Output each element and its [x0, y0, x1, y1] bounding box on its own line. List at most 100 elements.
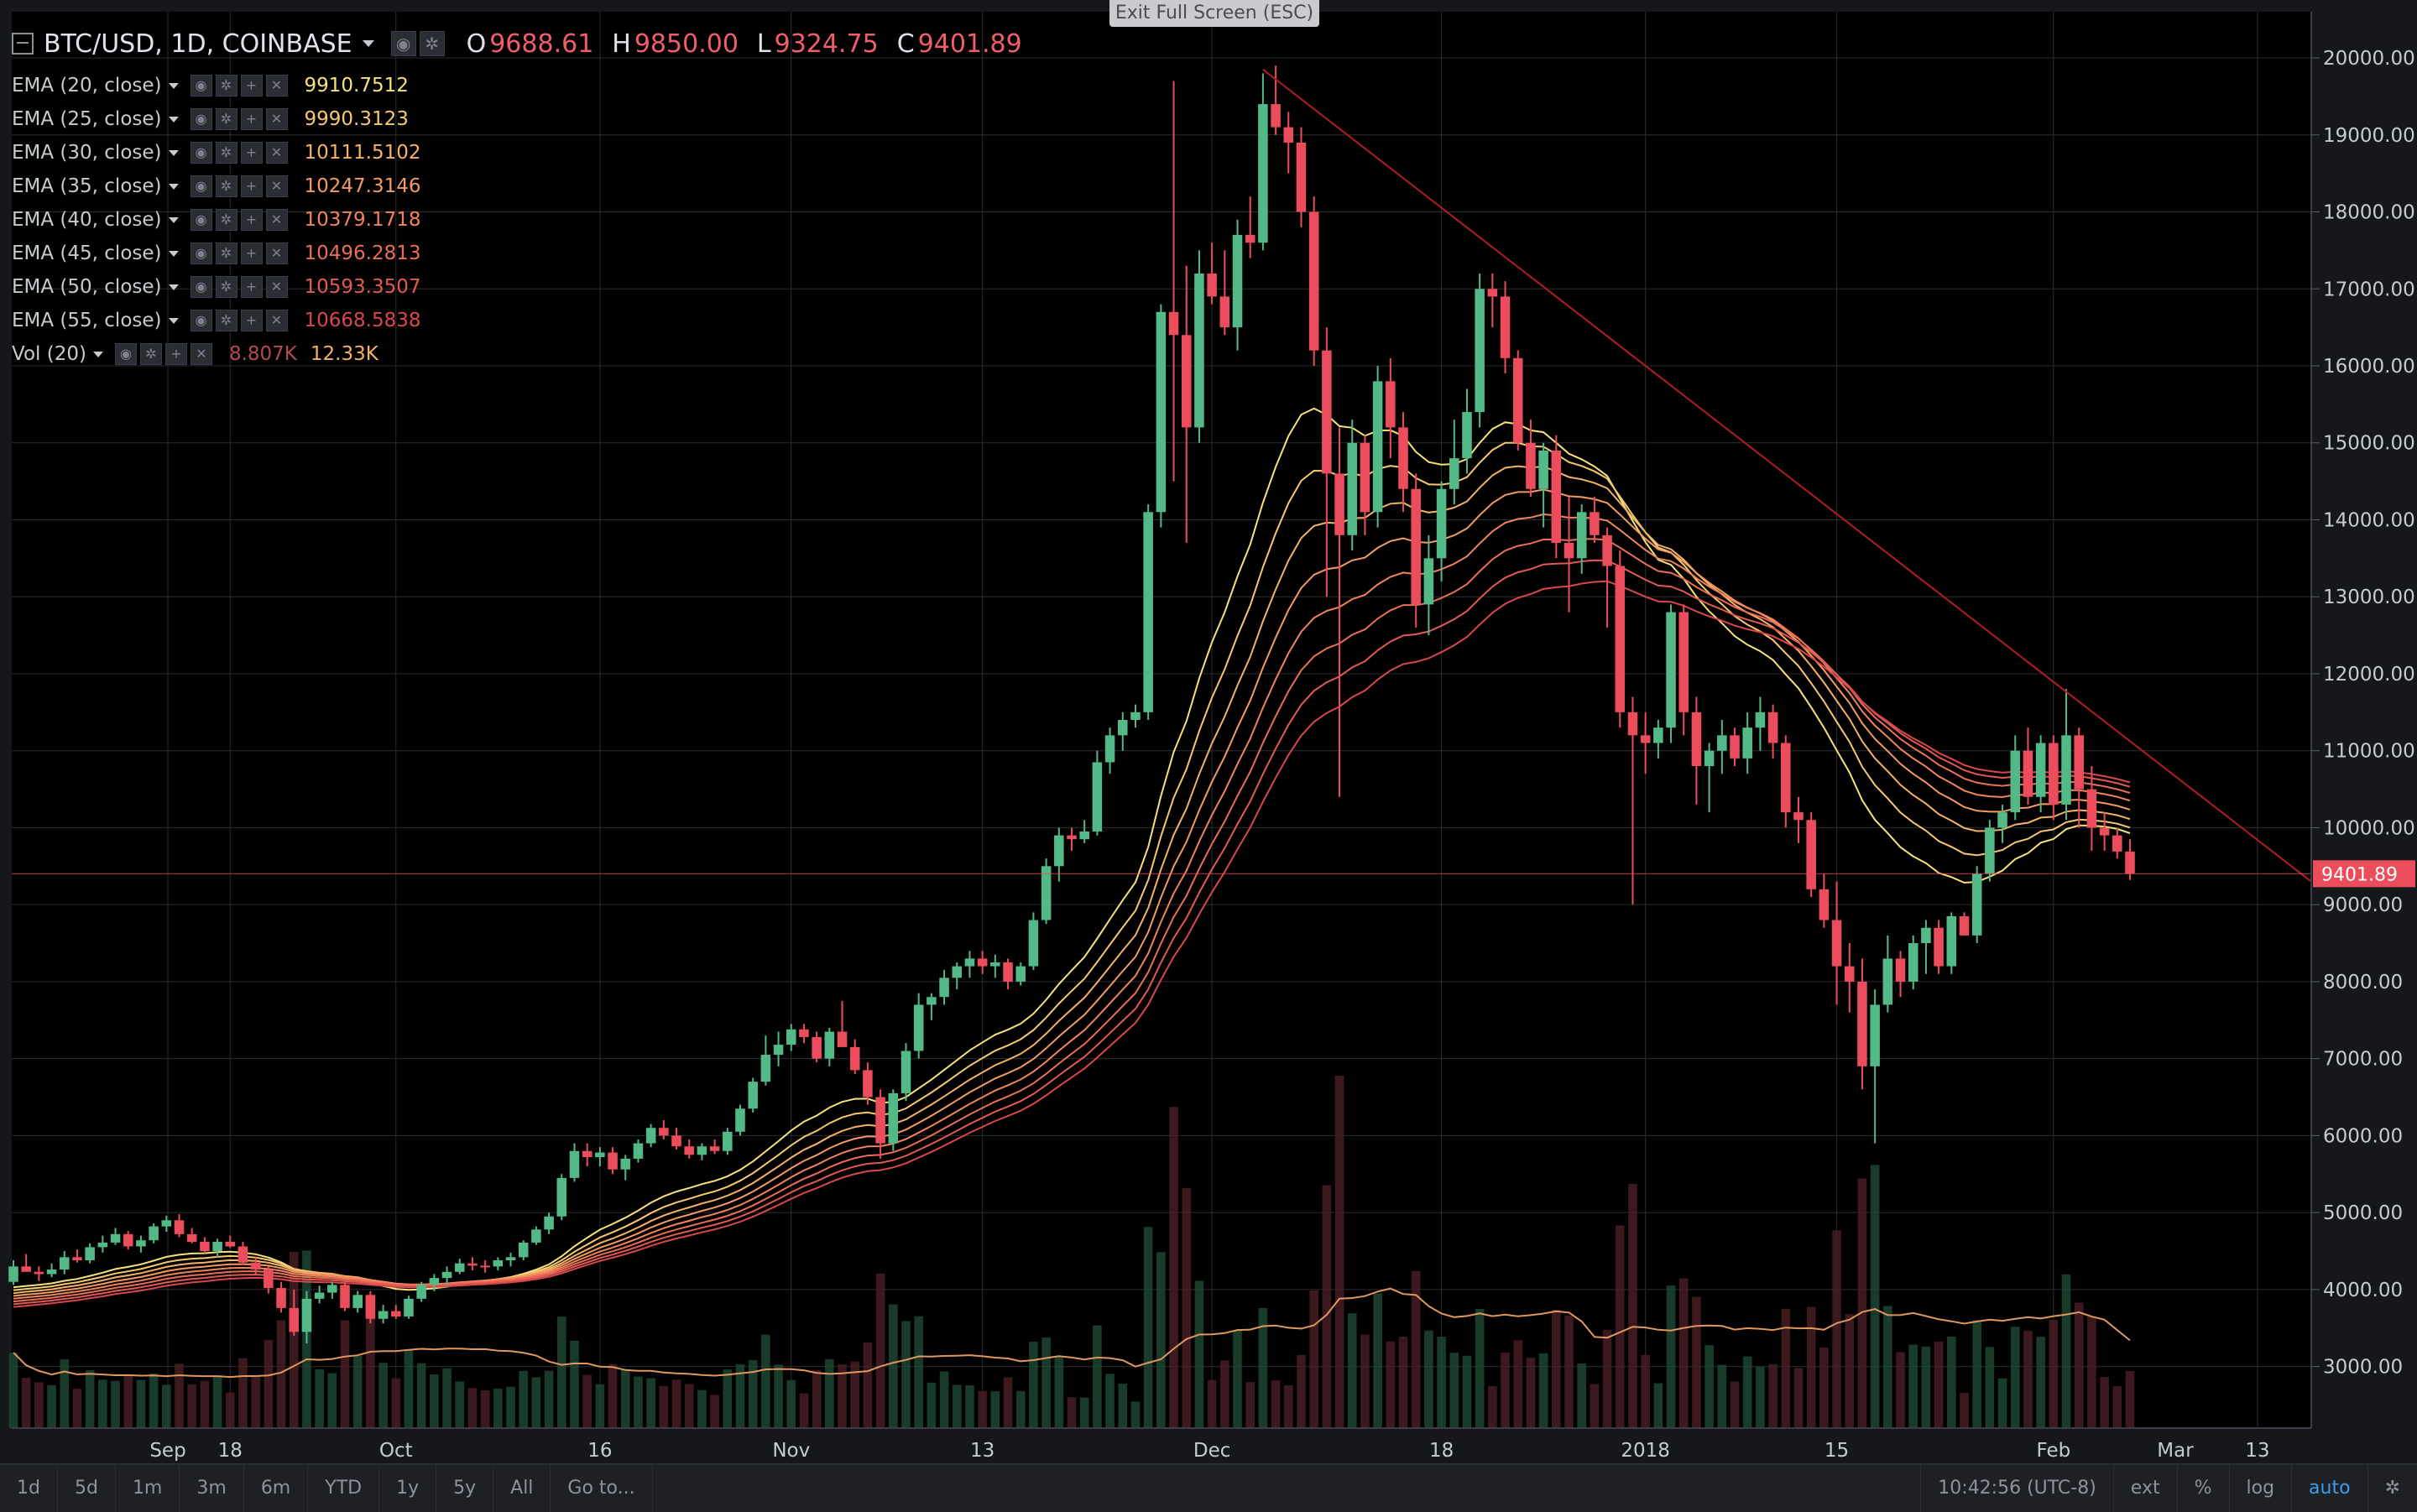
volume-bar — [416, 1363, 426, 1428]
eye-icon[interactable]: ◉ — [190, 75, 212, 96]
time-frame-button[interactable]: All — [493, 1465, 551, 1512]
candle-body — [544, 1216, 554, 1230]
gear-icon[interactable]: ✲ — [215, 310, 238, 331]
study-row-ema[interactable]: EMA (45, close) ◉ ✲ + ✕ 10496.2813 — [12, 237, 1022, 270]
study-label[interactable]: EMA (25, close) — [12, 108, 162, 130]
plus-icon[interactable]: + — [240, 108, 263, 130]
study-label[interactable]: EMA (35, close) — [12, 175, 162, 197]
gear-icon[interactable]: ✲ — [419, 31, 445, 56]
volume-bar — [430, 1374, 439, 1428]
time-frame-button[interactable]: 1m — [116, 1465, 180, 1512]
close-icon[interactable]: ✕ — [190, 343, 212, 365]
study-label[interactable]: EMA (40, close) — [12, 209, 162, 231]
collapse-legend-icon[interactable] — [12, 33, 34, 55]
eye-icon[interactable]: ◉ — [190, 209, 212, 231]
eye-icon[interactable]: ◉ — [190, 142, 212, 164]
study-row-ema[interactable]: EMA (40, close) ◉ ✲ + ✕ 10379.1718 — [12, 203, 1022, 237]
eye-icon[interactable]: ◉ — [190, 108, 212, 130]
plus-icon[interactable]: + — [240, 276, 263, 298]
eye-icon[interactable]: ◉ — [390, 31, 416, 56]
gear-icon[interactable]: ✲ — [215, 75, 238, 96]
clock[interactable]: 10:42:56 (UTC-8) — [1920, 1465, 2113, 1512]
candle-body — [1767, 712, 1778, 743]
price-axis[interactable]: 20000.00 19000.00 18000.00 17000.00 16000.00… — [2310, 12, 2415, 1428]
log-scale-toggle[interactable]: log — [2228, 1465, 2292, 1512]
plus-icon[interactable]: + — [240, 242, 263, 264]
time-frame-button[interactable]: YTD — [308, 1465, 380, 1512]
study-row-ema[interactable]: EMA (30, close) ◉ ✲ + ✕ 10111.5102 — [12, 136, 1022, 169]
volume-bar — [47, 1384, 56, 1428]
study-dropdown-icon[interactable] — [168, 216, 179, 223]
time-frame-button[interactable]: 1y — [379, 1465, 437, 1512]
close-icon[interactable]: ✕ — [265, 276, 288, 298]
volume-bar — [1105, 1374, 1115, 1428]
study-label[interactable]: EMA (45, close) — [12, 242, 162, 264]
plus-icon[interactable]: + — [240, 175, 263, 197]
eye-icon[interactable]: ◉ — [190, 276, 212, 298]
candlesticks[interactable] — [8, 65, 2135, 1344]
study-row-ema[interactable]: EMA (35, close) ◉ ✲ + ✕ 10247.3146 — [12, 169, 1022, 203]
plus-icon[interactable]: + — [240, 310, 263, 331]
symbol-title[interactable]: BTC/USD, 1D, COINBASE — [44, 29, 352, 59]
time-frame-button[interactable]: 3m — [180, 1465, 244, 1512]
study-dropdown-icon[interactable] — [168, 284, 179, 290]
gear-icon[interactable]: ✲ — [215, 175, 238, 197]
study-dropdown-icon[interactable] — [168, 82, 179, 89]
candle-body — [1538, 450, 1548, 489]
candle-body — [174, 1220, 185, 1234]
settings-icon[interactable]: ✲ — [2367, 1465, 2417, 1512]
gear-icon[interactable]: ✲ — [215, 142, 238, 164]
gear-icon[interactable]: ✲ — [215, 242, 238, 264]
time-frame-button[interactable]: Go to... — [551, 1465, 653, 1512]
close-icon[interactable]: ✕ — [265, 175, 288, 197]
study-label[interactable]: EMA (20, close) — [12, 75, 162, 96]
close-icon[interactable]: ✕ — [265, 242, 288, 264]
eye-icon[interactable]: ◉ — [190, 175, 212, 197]
time-frame-button[interactable]: 5y — [436, 1465, 494, 1512]
close-icon[interactable]: ✕ — [265, 209, 288, 231]
time-frame-button[interactable]: 5d — [58, 1465, 116, 1512]
ext-hours-toggle[interactable]: ext — [2112, 1465, 2177, 1512]
study-dropdown-icon[interactable] — [168, 183, 179, 190]
study-dropdown-icon[interactable] — [168, 116, 179, 123]
gear-icon[interactable]: ✲ — [215, 209, 238, 231]
gear-icon[interactable]: ✲ — [139, 343, 162, 365]
gear-icon[interactable]: ✲ — [215, 108, 238, 130]
time-frame-button[interactable]: 6m — [244, 1465, 309, 1512]
plus-icon[interactable]: + — [240, 75, 263, 96]
study-label[interactable]: EMA (50, close) — [12, 276, 162, 298]
close-icon[interactable]: ✕ — [265, 75, 288, 96]
symbol-dropdown-icon[interactable] — [362, 40, 374, 47]
plus-icon[interactable]: + — [240, 142, 263, 164]
eye-icon[interactable]: ◉ — [114, 343, 137, 365]
study-row-ema[interactable]: EMA (20, close) ◉ ✲ + ✕ 9910.7512 — [12, 69, 1022, 102]
close-icon[interactable]: ✕ — [265, 310, 288, 331]
study-label[interactable]: Vol (20) — [12, 343, 86, 365]
gear-icon[interactable]: ✲ — [215, 276, 238, 298]
study-label[interactable]: EMA (30, close) — [12, 142, 162, 164]
plus-icon[interactable]: + — [164, 343, 187, 365]
study-row-ema[interactable]: EMA (55, close) ◉ ✲ + ✕ 10668.5838 — [12, 304, 1022, 337]
study-dropdown-icon[interactable] — [92, 351, 103, 357]
eye-icon[interactable]: ◉ — [190, 242, 212, 264]
time-axis[interactable]: Sep 18 Oct 16 Nov 13 Dec 18 2018 15 Feb 13 Mar — [12, 1427, 2311, 1462]
candle-body — [863, 1070, 873, 1098]
candle-body — [365, 1295, 376, 1319]
study-row-volume[interactable]: Vol (20) ◉ ✲ + ✕ 8.807K 12.33K — [12, 337, 1022, 371]
chart-canvas[interactable]: 20000.00 19000.00 18000.00 17000.00 16000.00… — [0, 0, 2417, 1463]
time-frame-button[interactable]: 1d — [0, 1465, 58, 1512]
close-icon[interactable]: ✕ — [265, 142, 288, 164]
study-row-ema[interactable]: EMA (25, close) ◉ ✲ + ✕ 9990.3123 — [12, 102, 1022, 136]
eye-icon[interactable]: ◉ — [190, 310, 212, 331]
close-icon[interactable]: ✕ — [265, 108, 288, 130]
study-dropdown-icon[interactable] — [168, 250, 179, 257]
study-label[interactable]: EMA (55, close) — [12, 310, 162, 331]
percent-scale-toggle[interactable]: % — [2176, 1465, 2229, 1512]
auto-scale-toggle[interactable]: auto — [2291, 1465, 2367, 1512]
plus-icon[interactable]: + — [240, 209, 263, 231]
study-dropdown-icon[interactable] — [168, 317, 179, 324]
exit-fullscreen-button[interactable]: Exit Full Screen (ESC) — [1109, 0, 1319, 27]
volume-bar — [1360, 1334, 1370, 1428]
study-row-ema[interactable]: EMA (50, close) ◉ ✲ + ✕ 10593.3507 — [12, 270, 1022, 304]
study-dropdown-icon[interactable] — [168, 149, 179, 156]
